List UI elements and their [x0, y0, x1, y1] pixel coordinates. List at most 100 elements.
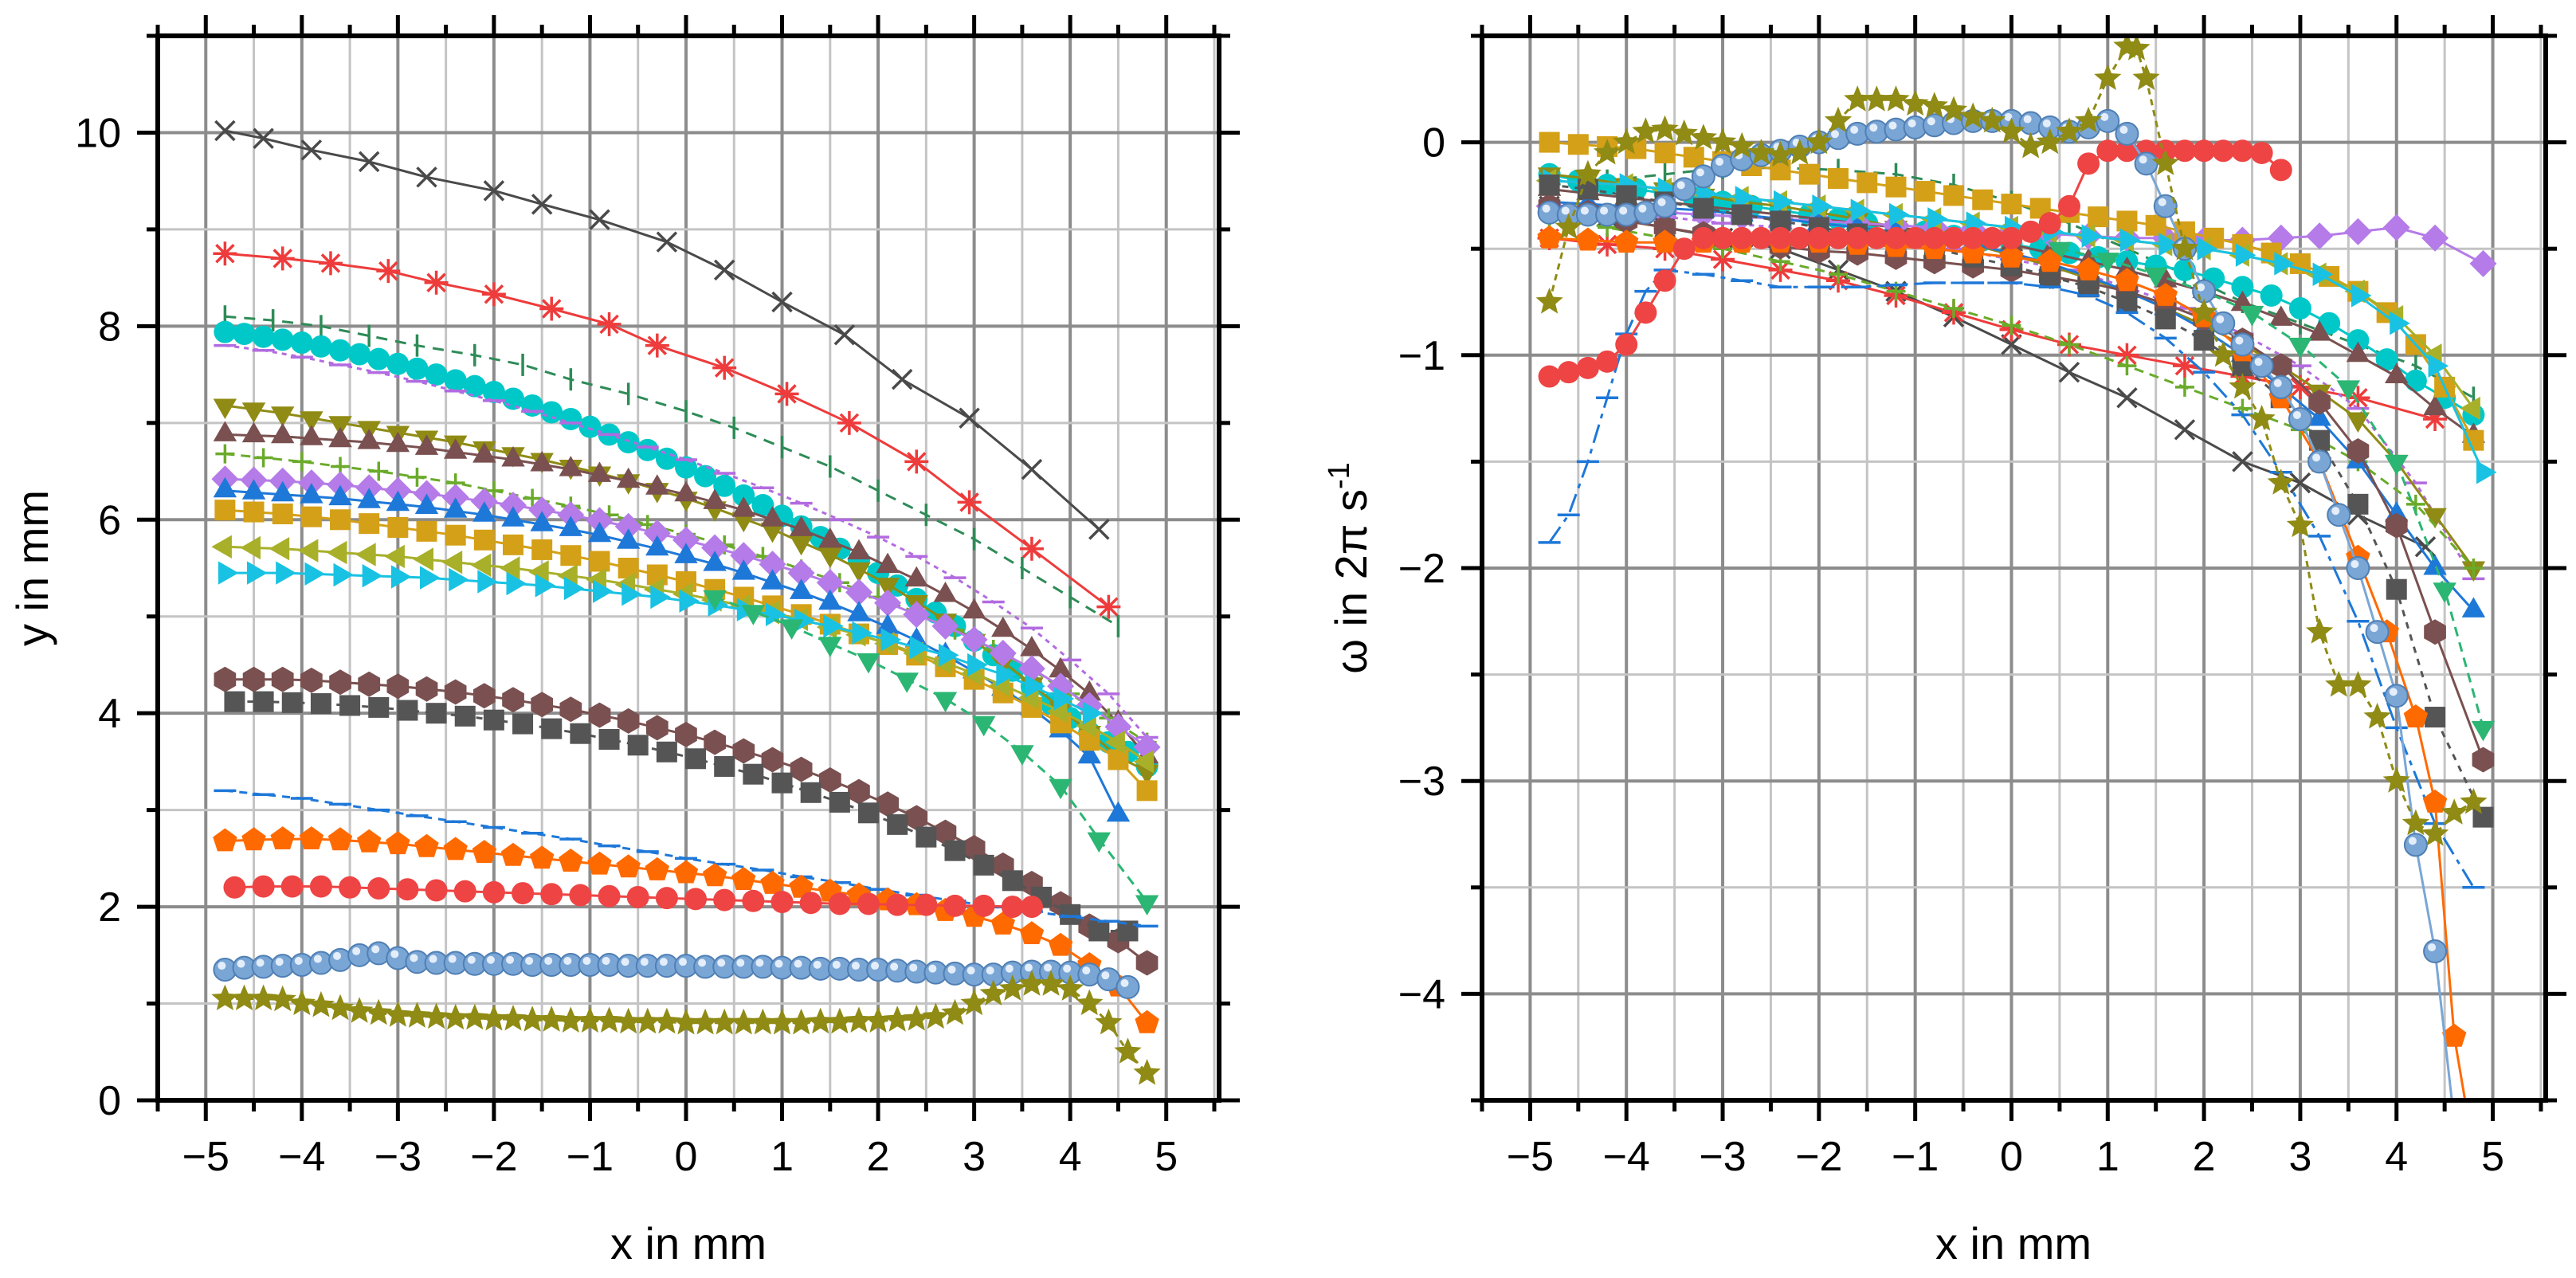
left-point-circle-cyan [386, 352, 410, 375]
left-point-square-gray [743, 763, 764, 785]
left-point-tri-down-green [857, 653, 880, 674]
left-point-circle-cyan [367, 347, 390, 370]
left-point-hexagon-brown [934, 819, 957, 845]
right-point-sphere-blue-highlight [1619, 206, 1628, 215]
left-point-tri-up-brown [904, 566, 928, 587]
right-point-sphere-blue [2365, 620, 2390, 645]
left-point-star-olive [230, 984, 258, 1010]
right-point-star-olive [2094, 64, 2122, 90]
left-point-square-gray [224, 691, 245, 712]
right-point-circle-red [2231, 139, 2254, 163]
left-point-sphere-blue-highlight [928, 964, 937, 973]
right-point-circle-red [1596, 350, 1619, 373]
left-point-star-olive [941, 998, 969, 1025]
left-point-tri-right-cyan [362, 564, 383, 588]
right-point-sphere-blue [2307, 449, 2332, 474]
left-y-axis-title: y in mm [7, 490, 57, 646]
right-point-sphere-blue-highlight [1542, 204, 1551, 213]
left-point-star-olive [998, 974, 1026, 1001]
left-point-tri-right-cyan [823, 614, 844, 638]
left-point-sphere-blue-highlight [813, 960, 821, 969]
right-point-cross [2174, 419, 2196, 441]
left-point-star-olive [538, 1006, 566, 1032]
left-point-pentagon-orange [443, 837, 468, 860]
left-point-sphere-blue [1115, 974, 1140, 999]
left-point-pentagon-orange [414, 833, 439, 857]
right-point-circle-red [1865, 226, 1888, 249]
right-point-star-olive [1824, 106, 1853, 133]
right-point-star-olive [1651, 115, 1679, 142]
right-point-asterisk [2288, 374, 2312, 399]
right-point-circle-red [1615, 333, 1638, 356]
left-point-hexagon-brown [531, 692, 553, 718]
right-point-plus-green [2174, 377, 2194, 397]
left-point-star-olive [979, 979, 1007, 1006]
left-point-square-gray [627, 735, 649, 756]
right-point-circle-red [2000, 226, 2023, 249]
left-point-sphere-blue-highlight [851, 962, 860, 970]
right-point-star-olive [1901, 89, 1929, 116]
left-point-hexagon-brown [358, 671, 381, 697]
left-point-tri-up-brown [328, 426, 352, 448]
left-point-asterisk [481, 282, 506, 307]
left-point-sphere-blue-highlight [582, 956, 591, 965]
left-point-tri-right-cyan [276, 561, 296, 585]
left-point-sphere-blue-highlight [544, 956, 553, 965]
right-point-sphere-blue-highlight [2428, 943, 2437, 951]
left-point-tri-up-brown [1077, 680, 1101, 701]
left-point-tri-left-olive [240, 535, 261, 560]
left-point-pentagon-orange [327, 827, 353, 851]
right-point-star-olive [2248, 405, 2276, 431]
left-point-hexagon-brown [1135, 950, 1159, 976]
left-point-asterisk [957, 490, 982, 515]
left-point-sphere-blue-highlight [1044, 963, 1053, 972]
left-point-circle-red [453, 880, 476, 903]
right-point-sphere-blue-highlight [1869, 123, 1878, 132]
left-point-tri-up-brown [1049, 657, 1072, 678]
left-point-hexagon-brown [675, 721, 697, 747]
left-point-star-olive [825, 1007, 853, 1034]
left-point-star-olive [307, 991, 335, 1017]
right-point-star-olive [2132, 64, 2160, 90]
left-y-tick-label: 2 [98, 884, 121, 931]
right-point-tri-right-cyan [2081, 224, 2103, 248]
left-point-tri-up-brown [876, 552, 900, 574]
right-point-square-gray [2347, 493, 2369, 515]
left-point-tri-down-green [703, 590, 727, 611]
right-point-square-gold [1798, 163, 1820, 185]
right-point-square-gold [2088, 206, 2109, 228]
right-point-cross [2289, 472, 2311, 494]
left-point-tri-up-blue [213, 476, 237, 498]
left-point-star-olive [768, 1008, 796, 1035]
left-plot-frame [155, 33, 1221, 1103]
right-point-star-olive [1766, 140, 1794, 167]
left-point-tri-up-brown [818, 527, 842, 548]
right-series-star-olive [1535, 36, 2488, 846]
left-point-sphere-blue-highlight [506, 955, 515, 964]
right-point-sphere-blue-highlight [2292, 410, 2301, 419]
left-point-tri-up-blue [818, 589, 842, 610]
left-point-tri-down-olive [213, 398, 237, 419]
left-point-pentagon-orange [357, 829, 382, 853]
left-point-sphere-blue-highlight [640, 958, 649, 966]
left-point-star-olive [692, 1008, 719, 1035]
left-point-sphere-blue-highlight [966, 966, 975, 975]
left-point-square-gray [483, 709, 504, 731]
left-point-diamond-violet [384, 476, 412, 504]
right-point-cross [2001, 334, 2022, 355]
right-point-sphere-blue [2018, 111, 2043, 135]
left-point-square-gold [387, 516, 409, 538]
left-point-sphere-blue-highlight [237, 959, 245, 968]
right-point-hexagon-brown [2385, 512, 2408, 539]
right-point-square-gray [2425, 707, 2446, 728]
left-series-tri-right-cyan [218, 561, 1104, 725]
right-point-sphere-blue [2249, 354, 2274, 378]
right-point-square-gold [1567, 134, 1589, 155]
left-point-tri-down-green [818, 637, 842, 657]
left-point-pentagon-orange [472, 840, 497, 863]
right-point-star-olive [1805, 127, 1833, 155]
left-point-star-olive [519, 1006, 547, 1032]
left-point-tri-up-blue [472, 501, 496, 522]
right-point-square-gray [1539, 174, 1560, 196]
left-point-diamond-violet [586, 507, 614, 535]
